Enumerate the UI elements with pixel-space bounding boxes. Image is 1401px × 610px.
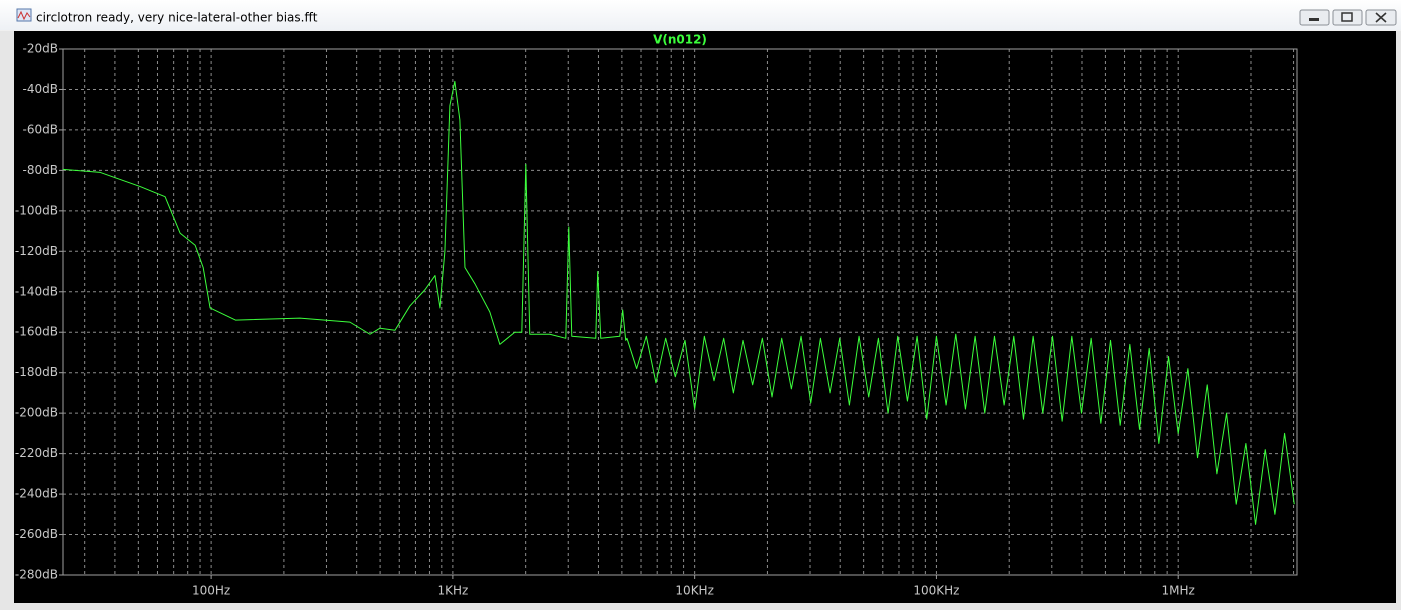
y-tick-label: -40dB bbox=[23, 82, 58, 96]
y-tick-label: -80dB bbox=[23, 163, 58, 177]
y-tick-label: -140dB bbox=[15, 284, 58, 298]
x-tick-label: 10KHz bbox=[675, 584, 713, 598]
maximize-button[interactable] bbox=[1332, 9, 1363, 26]
y-tick-label: -20dB bbox=[23, 42, 58, 56]
window-title: circlotron ready, very nice-lateral-othe… bbox=[36, 11, 318, 25]
right-border bbox=[1396, 31, 1401, 610]
y-tick-label: -200dB bbox=[15, 406, 58, 420]
y-tick-label: -180dB bbox=[15, 365, 58, 379]
x-tick-label: 1KHz bbox=[437, 584, 468, 598]
y-tick-label: -160dB bbox=[15, 325, 58, 339]
bottom-border bbox=[0, 603, 1401, 610]
x-tick-label: 1MHz bbox=[1162, 584, 1195, 598]
y-tick-label: -220dB bbox=[15, 446, 58, 460]
plot-pane bbox=[14, 31, 1396, 603]
plot-frame bbox=[62, 48, 1298, 576]
y-tick-label: -100dB bbox=[15, 203, 58, 217]
title-bar bbox=[0, 0, 1401, 30]
y-tick-label: -280dB bbox=[15, 568, 58, 582]
x-tick-label: 100Hz bbox=[192, 584, 230, 598]
close-button[interactable] bbox=[1365, 9, 1397, 26]
left-border bbox=[0, 31, 14, 610]
y-tick-label: -260dB bbox=[15, 527, 58, 541]
trace-line bbox=[62, 80, 1295, 525]
y-tick-label: -120dB bbox=[15, 244, 58, 258]
x-tick-label: 100KHz bbox=[913, 584, 959, 598]
y-tick-label: -240dB bbox=[15, 487, 58, 501]
y-tick-label: -60dB bbox=[23, 122, 58, 136]
window-icon bbox=[16, 8, 32, 22]
minimize-button[interactable] bbox=[1299, 9, 1330, 26]
trace-label[interactable]: V(n012) bbox=[653, 33, 707, 47]
